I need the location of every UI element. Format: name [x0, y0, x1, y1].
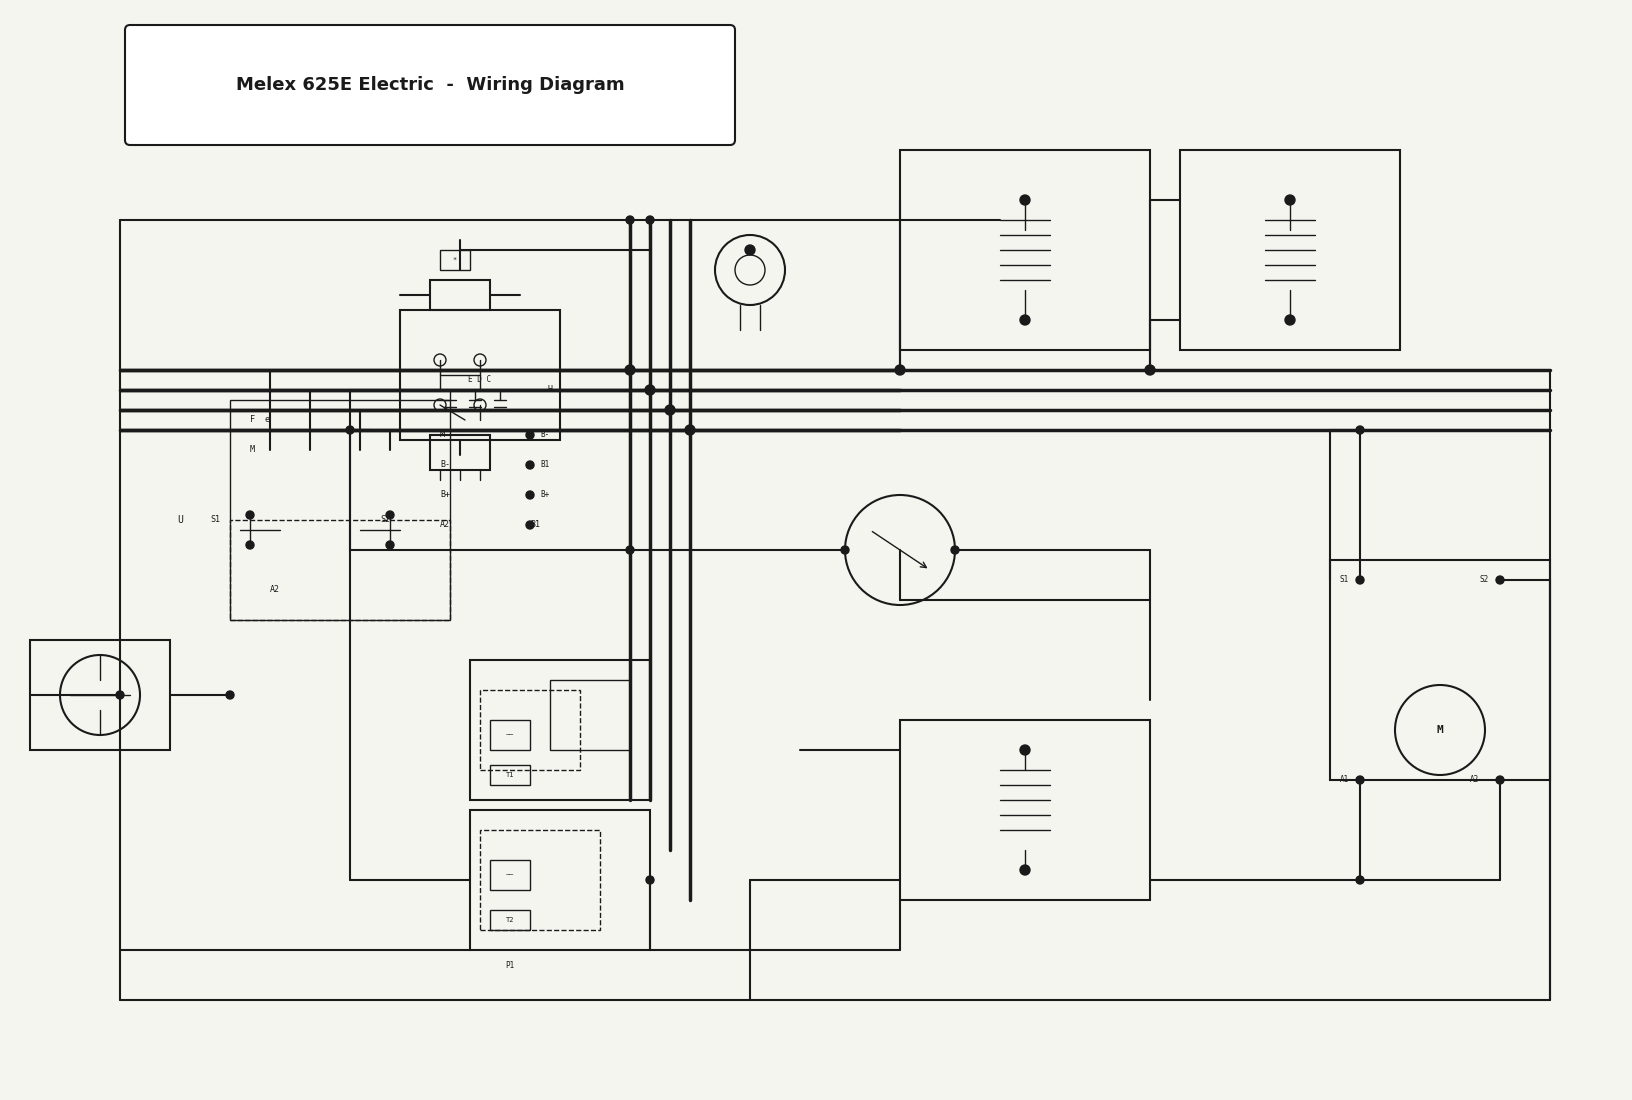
- Circle shape: [1355, 776, 1363, 784]
- Circle shape: [1020, 195, 1030, 205]
- Circle shape: [1144, 365, 1154, 375]
- Circle shape: [246, 512, 255, 519]
- Text: S2: S2: [1479, 575, 1488, 584]
- Bar: [439, 250, 470, 270]
- Text: *: *: [452, 257, 457, 263]
- Bar: [490, 910, 530, 930]
- Circle shape: [625, 216, 633, 224]
- Text: S1: S1: [211, 516, 220, 525]
- Text: B1: B1: [540, 461, 548, 470]
- Text: P1: P1: [504, 960, 514, 969]
- Circle shape: [346, 426, 354, 434]
- Text: ~~: ~~: [506, 732, 514, 738]
- Circle shape: [1020, 745, 1030, 755]
- Text: M-: M-: [439, 430, 450, 440]
- Circle shape: [246, 541, 255, 549]
- Text: A1: A1: [1340, 776, 1348, 784]
- Circle shape: [894, 365, 904, 375]
- Bar: [490, 764, 530, 785]
- Bar: [490, 860, 530, 890]
- Circle shape: [684, 425, 695, 435]
- Text: A2: A2: [269, 585, 279, 594]
- Circle shape: [1284, 315, 1294, 324]
- Text: ~~: ~~: [506, 872, 514, 878]
- Text: H: H: [547, 385, 552, 395]
- Bar: [899, 150, 1149, 350]
- Text: U: U: [176, 515, 183, 525]
- Circle shape: [646, 216, 653, 224]
- Text: B-: B-: [540, 430, 548, 440]
- Bar: [550, 680, 630, 750]
- Text: A2: A2: [1469, 776, 1479, 784]
- Text: F  e: F e: [250, 416, 269, 425]
- Circle shape: [526, 431, 534, 439]
- Circle shape: [1355, 576, 1363, 584]
- Circle shape: [664, 405, 674, 415]
- Bar: [1180, 150, 1399, 350]
- Bar: [29, 640, 170, 750]
- Circle shape: [385, 512, 393, 519]
- Bar: [470, 810, 650, 950]
- Bar: [490, 720, 530, 750]
- Circle shape: [225, 691, 233, 698]
- Text: Melex 625E Electric  -  Wiring Diagram: Melex 625E Electric - Wiring Diagram: [235, 76, 623, 94]
- Bar: [480, 690, 579, 770]
- Text: B1: B1: [530, 520, 540, 529]
- Circle shape: [1020, 865, 1030, 874]
- Circle shape: [116, 691, 124, 698]
- Text: B+: B+: [439, 491, 450, 499]
- Circle shape: [645, 385, 654, 395]
- Text: B-: B-: [439, 461, 450, 470]
- Text: A2: A2: [439, 520, 450, 529]
- Circle shape: [385, 541, 393, 549]
- Circle shape: [1284, 195, 1294, 205]
- Bar: [899, 720, 1149, 900]
- Bar: [400, 310, 560, 440]
- Circle shape: [526, 491, 534, 499]
- Text: T1: T1: [506, 772, 514, 778]
- Circle shape: [526, 521, 534, 529]
- Circle shape: [840, 546, 849, 554]
- Bar: [429, 434, 490, 470]
- Circle shape: [1495, 576, 1503, 584]
- Bar: [349, 390, 630, 550]
- Text: E D C: E D C: [468, 375, 491, 385]
- Circle shape: [625, 546, 633, 554]
- Text: S2: S2: [380, 516, 390, 525]
- FancyBboxPatch shape: [126, 25, 734, 145]
- Bar: [1328, 560, 1549, 780]
- Bar: [429, 280, 490, 310]
- Circle shape: [646, 876, 653, 884]
- Circle shape: [1355, 426, 1363, 434]
- Circle shape: [526, 461, 534, 469]
- Bar: [230, 520, 450, 620]
- Text: B+: B+: [540, 491, 548, 499]
- Circle shape: [744, 245, 754, 255]
- Circle shape: [1020, 315, 1030, 324]
- Bar: [480, 830, 599, 930]
- Circle shape: [625, 365, 635, 375]
- Bar: [230, 400, 450, 620]
- Text: S1: S1: [1340, 575, 1348, 584]
- Circle shape: [1355, 876, 1363, 884]
- Text: M: M: [250, 446, 255, 454]
- Bar: [470, 660, 650, 800]
- Text: M: M: [1436, 725, 1443, 735]
- Text: T2: T2: [506, 917, 514, 923]
- Circle shape: [1495, 776, 1503, 784]
- Circle shape: [950, 546, 958, 554]
